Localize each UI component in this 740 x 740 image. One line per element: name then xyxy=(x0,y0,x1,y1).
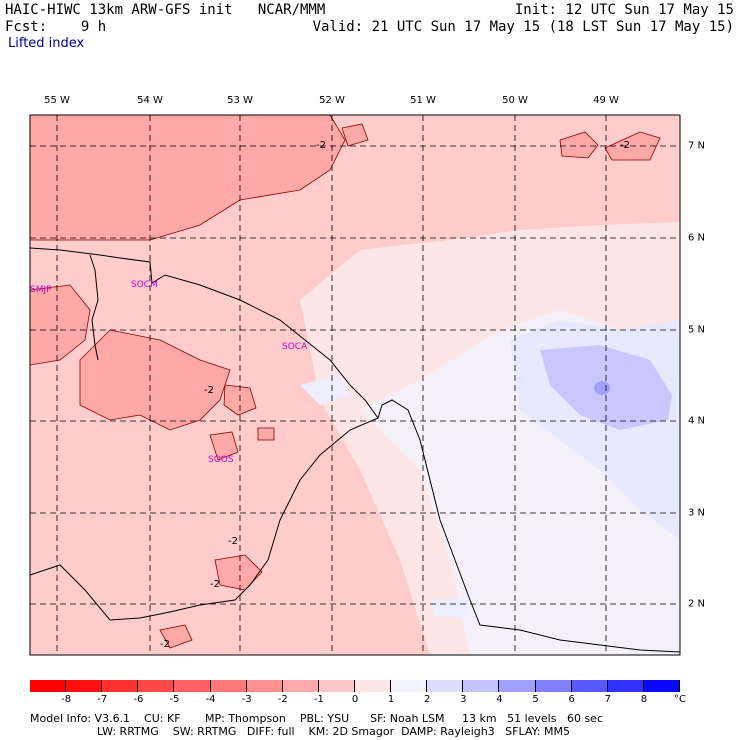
colorbar-tick-label: -2 xyxy=(277,694,288,705)
station-label: SOCA xyxy=(282,342,308,352)
lon-label: 54 W xyxy=(137,95,163,106)
forecast-hour: Fcst: 9 h xyxy=(5,19,107,35)
init-time: Init: 12 UTC Sun 17 May 15 xyxy=(514,2,734,18)
colorbar-unit: °C xyxy=(674,694,686,705)
contour-label: -2 xyxy=(620,140,630,151)
lat-label: 6 N xyxy=(688,232,706,244)
colorbar-tick-label: 3 xyxy=(460,694,467,705)
colorbar-tick-label: -4 xyxy=(205,694,216,705)
lon-label: 53 W xyxy=(227,95,253,106)
colorbar-box xyxy=(355,680,392,692)
lon-label: 52 W xyxy=(319,95,345,106)
colorbar-tick-label: 8 xyxy=(640,694,648,705)
colorbar-box xyxy=(174,680,211,692)
colorbar-tick-label: -7 xyxy=(97,694,108,705)
colorbar-tick-label: 0 xyxy=(351,694,359,705)
lat-label: 4 N xyxy=(688,415,706,427)
lat-label: 7 N xyxy=(688,140,706,152)
contour-label: -2 xyxy=(210,579,220,590)
lon-label: 49 W xyxy=(593,95,619,106)
lat-label: 5 N xyxy=(688,324,706,336)
colorbar-box xyxy=(643,680,680,692)
colorbar-box xyxy=(427,680,464,692)
station-label: SOCM xyxy=(131,280,158,290)
colorbar-box xyxy=(30,680,67,692)
contour-label: -2 xyxy=(204,385,214,396)
colorbar-tick-label: -3 xyxy=(241,694,252,705)
colorbar-box xyxy=(318,680,355,692)
colorbar-tick-label: 2 xyxy=(424,694,431,705)
contour-label: -2 xyxy=(160,639,170,650)
colorbar-box xyxy=(535,680,572,692)
colorbar-tick-label: 4 xyxy=(496,694,503,705)
colorbar-box xyxy=(463,680,500,692)
lon-label: 51 W xyxy=(410,95,436,106)
colorbar-tick-label: 5 xyxy=(532,694,539,705)
colorbar-box xyxy=(391,680,428,692)
station-label: SMJP xyxy=(30,285,52,295)
colorbar-box xyxy=(102,680,139,692)
field-name: Lifted index xyxy=(8,36,85,51)
colorbar-box xyxy=(66,680,103,692)
lat-label: 2 N xyxy=(688,598,706,610)
colorbar-box xyxy=(607,680,644,692)
contour-label: -2 xyxy=(228,536,238,547)
station-label: SOOS xyxy=(208,455,234,465)
lon-label: 55 W xyxy=(44,95,70,106)
lon-label: 50 W xyxy=(502,95,528,106)
footer-physics-info: LW: RRTMG SW: RRTMG DIFF: full KM: 2D Sm… xyxy=(97,725,570,738)
colorbar-tick-label: -5 xyxy=(169,694,180,705)
contour-label: -2 xyxy=(316,140,326,151)
colorbar-tick-label: 1 xyxy=(387,694,395,705)
colorbar-box xyxy=(210,680,247,692)
colorbar-box xyxy=(282,680,319,692)
colorbar-box xyxy=(571,680,608,692)
header-title: HAIC-HIWC 13km ARW-GFS init NCAR/MMM xyxy=(5,2,326,18)
colorbar-box xyxy=(138,680,175,692)
colorbar-tick-label: -6 xyxy=(133,694,144,705)
valid-time: Valid: 21 UTC Sun 17 May 15 (18 LST Sun … xyxy=(312,19,734,35)
footer-model-info: Model Info: V3.6.1 CU: KF MP: Thompson P… xyxy=(30,712,603,725)
colorbar-tick-label: 7 xyxy=(604,694,611,705)
colorbar-tick-label: -1 xyxy=(313,694,324,705)
colorbar-tick-label: 6 xyxy=(568,694,575,705)
colorbar-tick-label: -8 xyxy=(61,694,72,705)
colorbar-box xyxy=(246,680,283,692)
lat-label: 3 N xyxy=(688,507,706,519)
colorbar-box xyxy=(499,680,536,692)
